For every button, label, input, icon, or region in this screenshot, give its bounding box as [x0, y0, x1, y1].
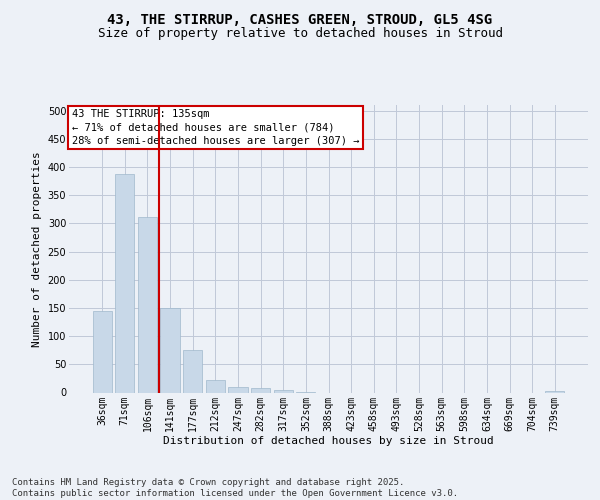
- Bar: [206, 380, 225, 392]
- Text: Contains HM Land Registry data © Crown copyright and database right 2025.
Contai: Contains HM Land Registry data © Crown c…: [12, 478, 458, 498]
- Text: 43 THE STIRRUP: 135sqm
← 71% of detached houses are smaller (784)
28% of semi-de: 43 THE STIRRUP: 135sqm ← 71% of detached…: [71, 110, 359, 146]
- Bar: [183, 350, 202, 393]
- Bar: [115, 174, 134, 392]
- Bar: [229, 387, 248, 392]
- Bar: [160, 308, 180, 392]
- Bar: [251, 388, 270, 392]
- Text: 43, THE STIRRUP, CASHES GREEN, STROUD, GL5 4SG: 43, THE STIRRUP, CASHES GREEN, STROUD, G…: [107, 12, 493, 26]
- Bar: [274, 390, 293, 392]
- Y-axis label: Number of detached properties: Number of detached properties: [32, 151, 42, 346]
- Bar: [545, 391, 565, 392]
- Text: Size of property relative to detached houses in Stroud: Size of property relative to detached ho…: [97, 28, 503, 40]
- X-axis label: Distribution of detached houses by size in Stroud: Distribution of detached houses by size …: [163, 436, 494, 446]
- Bar: [138, 217, 157, 392]
- Bar: [92, 311, 112, 392]
